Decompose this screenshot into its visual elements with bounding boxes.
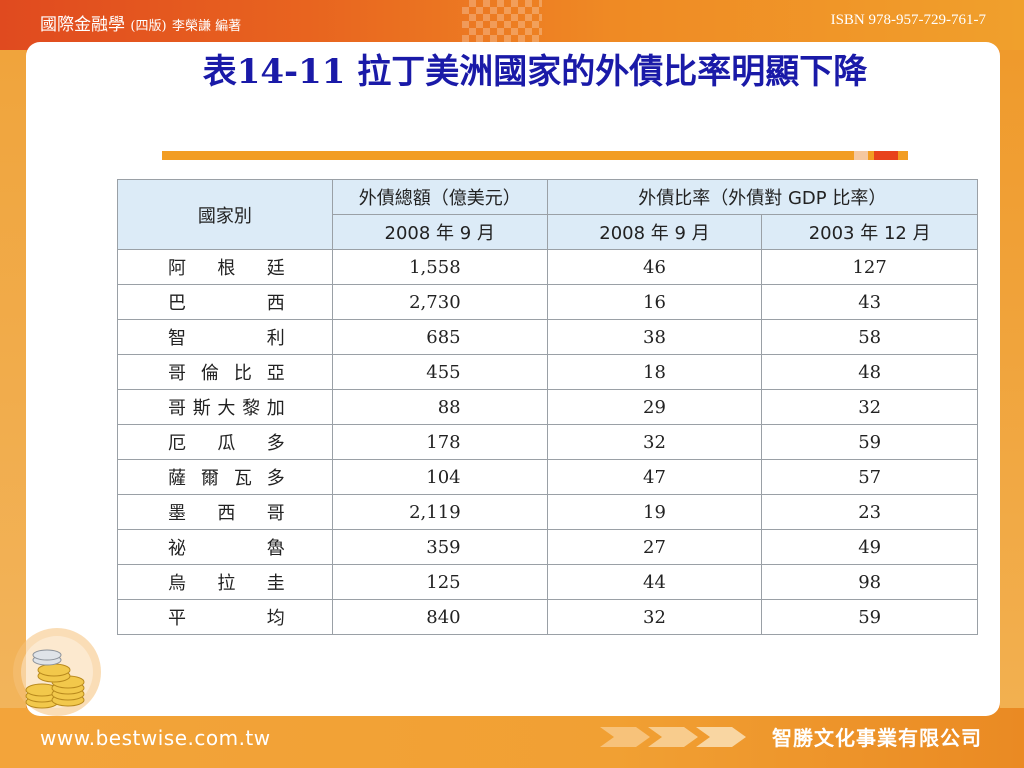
header-total-debt: 外債總額（億美元） (331, 179, 548, 215)
ratio-2008-cell: 19 (546, 494, 763, 530)
debt-cell: 104 (331, 459, 548, 495)
ratio-2003-cell: 23 (761, 494, 978, 530)
table-row: 哥斯大黎加 88 29 32 (117, 389, 978, 425)
ratio-2003-cell: 59 (761, 599, 978, 635)
country-cell: 祕魯 (117, 529, 333, 565)
header-ratio-2003: 2003 年 12 月 (761, 214, 978, 250)
bottom-banner (0, 708, 1024, 768)
left-stripe (0, 50, 26, 710)
ratio-2003-cell: 98 (761, 564, 978, 600)
debt-cell: 840 (331, 599, 548, 635)
table-row: 哥倫比亞 455 18 48 (117, 354, 978, 390)
underline-accent-light (854, 151, 868, 160)
ratio-2003-cell: 57 (761, 459, 978, 495)
country-cell: 平均 (117, 599, 333, 635)
table-body: 阿根廷 1,558 46 127 巴西 2,730 16 43 智利 685 38 58 哥倫比亞 455… (117, 249, 978, 635)
debt-cell: 2,119 (331, 494, 548, 530)
table-row: 阿根廷 1,558 46 127 (117, 249, 978, 285)
debt-cell: 178 (331, 424, 548, 460)
ratio-2008-cell: 18 (546, 354, 763, 390)
coin-stack-icon (13, 628, 101, 716)
debt-cell: 685 (331, 319, 548, 355)
country-cell: 阿根廷 (117, 249, 333, 285)
ratio-2008-cell: 46 (546, 249, 763, 285)
table-subheader-row: 2008 年 9 月 2008 年 9 月 2003 年 12 月 (118, 214, 978, 250)
table-row: 烏拉圭 125 44 98 (117, 564, 978, 600)
ratio-2008-cell: 16 (546, 284, 763, 320)
country-cell: 薩爾瓦多 (117, 459, 333, 495)
checker-pattern (462, 0, 542, 50)
book-title: 國際金融學 (40, 15, 125, 35)
country-cell: 墨西哥 (117, 494, 333, 530)
book-edition: (四版) (130, 19, 167, 34)
website-url: www.bestwise.com.tw (40, 726, 271, 750)
country-cell: 厄瓜多 (117, 424, 333, 460)
ratio-2008-cell: 29 (546, 389, 763, 425)
country-cell: 巴西 (117, 284, 333, 320)
book-author: 李榮謙 編著 (171, 19, 242, 34)
table-row: 祕魯 359 27 49 (117, 529, 978, 565)
ratio-2003-cell: 48 (761, 354, 978, 390)
ratio-2003-cell: 32 (761, 389, 978, 425)
debt-cell: 455 (331, 354, 548, 390)
country-cell: 烏拉圭 (117, 564, 333, 600)
country-cell: 哥倫比亞 (117, 354, 333, 390)
debt-cell: 2,730 (331, 284, 548, 320)
underline-accent-red (874, 151, 898, 160)
ratio-2008-cell: 27 (546, 529, 763, 565)
ratio-2008-cell: 38 (546, 319, 763, 355)
isbn-label: ISBN 978-957-729-761-7 (830, 12, 986, 28)
ratio-2003-cell: 127 (761, 249, 978, 285)
title-underline (162, 151, 908, 160)
ratio-2003-cell: 43 (761, 284, 978, 320)
ratio-2008-cell: 47 (546, 459, 763, 495)
table-row: 厄瓜多 178 32 59 (117, 424, 978, 460)
country-cell: 智利 (117, 319, 333, 355)
debt-cell: 125 (331, 564, 548, 600)
top-banner (0, 0, 1024, 50)
header-country: 國家別 (117, 179, 333, 250)
ratio-2003-cell: 59 (761, 424, 978, 460)
ratio-2008-cell: 32 (546, 424, 763, 460)
table-row: 智利 685 38 58 (117, 319, 978, 355)
table-row: 墨西哥 2,119 19 23 (117, 494, 978, 530)
header-ratio-2008: 2008 年 9 月 (546, 214, 763, 250)
arrow-chevrons-icon (600, 727, 746, 747)
table-row: 薩爾瓦多 104 47 57 (117, 459, 978, 495)
header-debt-date: 2008 年 9 月 (331, 214, 548, 250)
country-cell: 哥斯大黎加 (117, 389, 333, 425)
debt-table: 國家別 外債總額（億美元） 外債比率（外債對 GDP 比率） 2008 年 9 … (117, 179, 979, 635)
ratio-2008-cell: 32 (546, 599, 763, 635)
header-debt-ratio: 外債比率（外債對 GDP 比率） (546, 179, 979, 215)
book-header: 國際金融學 (四版) 李榮謙 編著 (40, 10, 241, 35)
table-header-row: 國家別 外債總額（億美元） 外債比率（外債對 GDP 比率） (117, 179, 979, 250)
debt-cell: 88 (331, 389, 548, 425)
right-stripe (1000, 50, 1024, 710)
debt-cell: 359 (331, 529, 548, 565)
slide-title: 表14-11 拉丁美洲國家的外債比率明顯下降 (202, 52, 868, 92)
publisher-name: 智勝文化事業有限公司 (772, 726, 982, 750)
debt-cell: 1,558 (331, 249, 548, 285)
ratio-2008-cell: 44 (546, 564, 763, 600)
ratio-2003-cell: 49 (761, 529, 978, 565)
table-row: 平均 840 32 59 (117, 599, 978, 635)
table-row: 巴西 2,730 16 43 (117, 284, 978, 320)
ratio-2003-cell: 58 (761, 319, 978, 355)
